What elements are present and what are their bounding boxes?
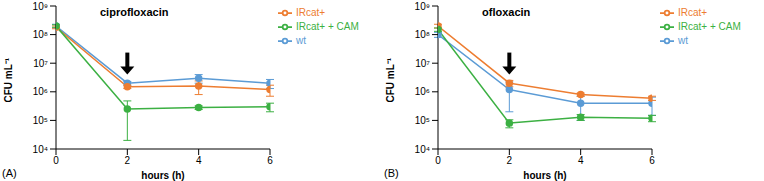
- svg-text:2: 2: [507, 155, 513, 166]
- html-text:(B): (B): [384, 167, 399, 179]
- svg-text:10⁷: 10⁷: [415, 58, 430, 69]
- html-text:IRcat+: IRcat+: [296, 6, 326, 18]
- html-text:ciprofloxacin: ciprofloxacin: [100, 6, 169, 18]
- svg-text:10⁸: 10⁸: [415, 29, 430, 40]
- svg-text:2: 2: [125, 155, 131, 166]
- svg-text:10⁵: 10⁵: [33, 115, 48, 126]
- svg-text:4: 4: [578, 155, 584, 166]
- svg-text:10⁴: 10⁴: [33, 144, 48, 155]
- svg-text:6: 6: [649, 155, 655, 166]
- html-text:wt: wt: [296, 34, 306, 46]
- html-text:IRcat+ + CAM: IRcat+ + CAM: [296, 20, 359, 32]
- svg-text:10⁵: 10⁵: [415, 115, 430, 126]
- html-text:IRcat+ + CAM: IRcat+ + CAM: [678, 20, 741, 32]
- svg-text:10⁷: 10⁷: [33, 58, 48, 69]
- svg-text:10⁶: 10⁶: [33, 86, 48, 97]
- svg-text:10⁸: 10⁸: [33, 29, 48, 40]
- svg-text:10⁹: 10⁹: [415, 1, 430, 12]
- svg-text:10⁶: 10⁶: [415, 86, 430, 97]
- svg-text:CFU mL⁻¹: CFU mL⁻¹: [385, 57, 396, 102]
- svg-text:4: 4: [196, 155, 202, 166]
- svg-text:hours (h): hours (h): [523, 170, 566, 181]
- html-text:IRcat+: IRcat+: [678, 6, 708, 18]
- svg-text:hours (h): hours (h): [141, 170, 184, 181]
- svg-text:10⁹: 10⁹: [33, 1, 48, 12]
- svg-text:0: 0: [53, 155, 59, 166]
- html-text:ofloxacin: ofloxacin: [482, 6, 531, 18]
- html-text:(A): (A): [2, 167, 17, 179]
- svg-text:0: 0: [435, 155, 441, 166]
- svg-text:10⁴: 10⁴: [415, 144, 430, 155]
- svg-text:6: 6: [267, 155, 273, 166]
- svg-text:CFU mL⁻¹: CFU mL⁻¹: [8, 57, 14, 102]
- html-text:wt: wt: [678, 34, 688, 46]
